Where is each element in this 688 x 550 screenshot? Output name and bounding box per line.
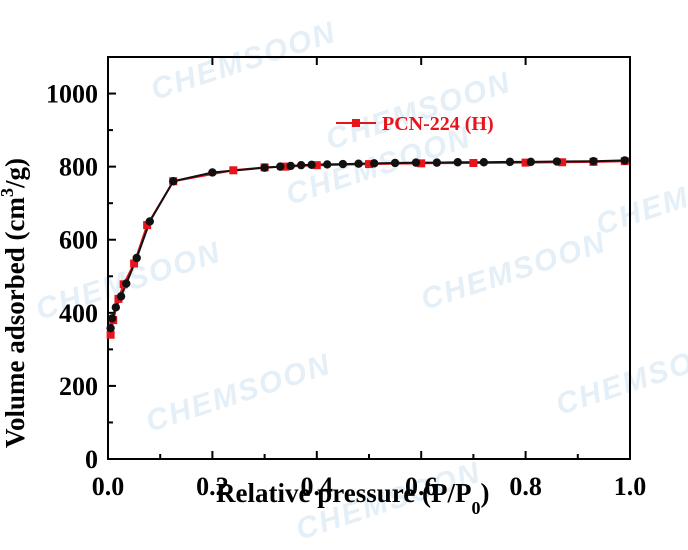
watermark-text: CHEMSOON [147, 16, 340, 107]
data-point-circle [296, 160, 306, 170]
legend-marker [352, 119, 360, 127]
data-point-circle [260, 163, 269, 172]
data-point-square [558, 158, 567, 167]
data-point-circle [338, 159, 348, 169]
data-point-square [312, 161, 321, 170]
data-point-circle [526, 157, 536, 167]
data-point-circle [276, 162, 285, 171]
data-point-circle [111, 303, 121, 312]
data-point-square [521, 158, 530, 167]
y-tick-label: 0 [85, 445, 98, 474]
data-point-square [417, 159, 426, 168]
data-point-circle [390, 158, 400, 168]
data-point-circle [620, 156, 629, 165]
data-point-square [365, 160, 373, 169]
data-point-circle [505, 157, 515, 167]
y-tick-label: 600 [59, 226, 98, 255]
y-tick-label: 1000 [46, 80, 98, 109]
axis-ticks: 0.0 0.2 0.4 0.6 0.8 1.0 0 200 400 600 800 1000 [46, 57, 646, 501]
data-point-circle [307, 160, 316, 170]
x-tick-label: 0.4 [301, 472, 334, 501]
data-point-square [106, 330, 115, 339]
data-point-circle [411, 158, 421, 167]
x-tick-label: 0.0 [92, 472, 125, 501]
legend: PCN-224 (H) [336, 113, 494, 135]
watermark-text: CHEMSOON [142, 348, 335, 439]
y-tick-label: 200 [59, 372, 98, 401]
data-point-square [229, 166, 238, 175]
y-axis-title: Volume adsorbed (cm3/g) [0, 158, 30, 448]
data-point-circle [479, 158, 489, 167]
data-point-circle [370, 159, 379, 168]
data-point-circle [589, 156, 598, 166]
x-tick-label: 1.0 [614, 472, 647, 501]
data-point-circle [116, 292, 126, 301]
data-point-circle [453, 158, 462, 167]
watermark-text: CHEMSOON [592, 151, 688, 242]
x-axis-title: Relative pressure (P/P0) [216, 478, 489, 518]
data-point-circle [107, 314, 117, 323]
data-point-circle [145, 217, 154, 226]
data-point-square [130, 259, 139, 268]
y-tick-label: 800 [59, 153, 98, 182]
watermark-text: CHEMSOON [552, 331, 688, 422]
watermark-text: CHEMSOON [417, 226, 610, 317]
data-point-circle [432, 158, 442, 167]
data-point-circle [286, 161, 295, 171]
x-tick-label: 0.8 [509, 472, 542, 501]
data-point-square [469, 158, 478, 167]
data-point-circle [354, 159, 363, 168]
data-point-circle [208, 168, 217, 177]
x-tick-label: 0.2 [196, 472, 229, 501]
data-point-circle [552, 157, 562, 166]
data-point-circle [169, 177, 178, 186]
data-point-circle [323, 160, 332, 169]
data-point-circle [106, 323, 115, 333]
data-point-circle [122, 279, 131, 288]
x-tick-label: 0.6 [405, 472, 438, 501]
series-layer [106, 156, 629, 339]
legend-label: PCN-224 (H) [382, 113, 494, 135]
data-point-square [143, 221, 152, 230]
y-tick-label: 400 [59, 299, 98, 328]
data-point-square [281, 162, 290, 171]
data-point-circle [132, 253, 141, 263]
